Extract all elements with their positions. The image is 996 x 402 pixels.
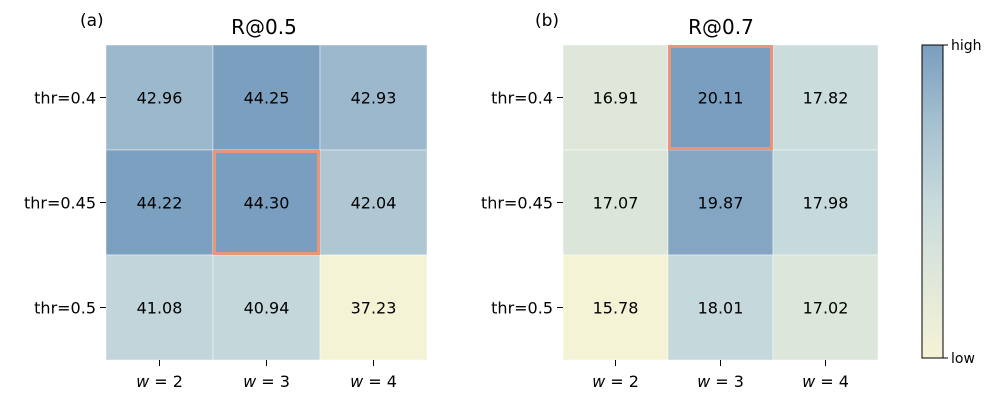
cell-value-label: 17.02 — [803, 299, 849, 318]
heatmap-cell — [772, 254, 879, 361]
x-tick-label: w = 2 — [136, 372, 183, 391]
heatmap-cell — [667, 149, 774, 256]
y-tick-label: thr=0.4 — [34, 89, 96, 108]
cell-value-label: 16.91 — [593, 89, 639, 108]
heatmap-cell — [562, 254, 669, 361]
cell-value-label: 40.94 — [244, 299, 290, 318]
heatmap-cell — [667, 254, 774, 361]
heatmap-ticks-a: thr=0.4 thr=0.45 thr=0.5 w = 2 w = 3 w = 4 — [24, 89, 397, 392]
cell-value-label: 44.30 — [244, 194, 290, 213]
cell-value-label: 20.11 — [698, 89, 744, 108]
y-tick-label: thr=0.4 — [491, 89, 553, 108]
cell-value-label: 17.07 — [593, 194, 639, 213]
cell-value-label: 42.04 — [351, 194, 397, 213]
cell-value-label: 15.78 — [593, 299, 639, 318]
cell-value-label: 18.01 — [698, 299, 744, 318]
panel-title-a: R@0.5 — [231, 15, 297, 39]
heatmap-cell — [105, 44, 214, 151]
panel-label-b: (b) — [535, 11, 559, 31]
y-tick-label: thr=0.45 — [24, 194, 96, 213]
x-tick-label: w = 4 — [350, 372, 397, 391]
y-tick-label: thr=0.5 — [34, 299, 96, 318]
heatmap-cell — [772, 44, 879, 151]
cell-value-label: 37.23 — [351, 299, 397, 318]
heatmap-cell — [105, 149, 214, 256]
cell-value-label: 17.98 — [803, 194, 849, 213]
colorbar-high-label: high — [951, 38, 982, 54]
heatmap-panel-a: (a) R@0.5 42.96 44.25 42.93 44.22 44.30 42.04… — [24, 11, 428, 392]
heatmap-cell — [212, 149, 321, 256]
cell-value-label: 42.93 — [351, 89, 397, 108]
heatmap-cell — [212, 44, 321, 151]
heatmap-ticks-b: thr=0.4 thr=0.45 thr=0.5 w = 2 w = 3 w = 4 — [481, 89, 849, 392]
heatmap-cell — [772, 149, 879, 256]
x-tick-label: w = 2 — [592, 372, 639, 391]
heatmap-cell — [319, 44, 428, 151]
colorbar-gradient — [921, 44, 944, 359]
panel-title-b: R@0.7 — [688, 15, 754, 39]
y-tick-label: thr=0.5 — [491, 299, 553, 318]
heatmap-cell — [562, 149, 669, 256]
cell-value-label: 44.25 — [244, 89, 290, 108]
cell-value-label: 19.87 — [698, 194, 744, 213]
cell-value-label: 44.22 — [137, 194, 183, 213]
panel-label-a: (a) — [80, 11, 104, 31]
cell-value-label: 42.96 — [137, 89, 183, 108]
heatmap-cell — [562, 44, 669, 151]
heatmap-cell — [212, 254, 321, 361]
x-tick-label: w = 3 — [697, 372, 744, 391]
best-cell-highlight — [213, 150, 320, 255]
x-tick-label: w = 3 — [243, 372, 290, 391]
heatmap-cell — [319, 149, 428, 256]
heatmap-panel-b: (b) R@0.7 16.91 20.11 17.82 17.07 19.87 17.98… — [481, 11, 879, 392]
colorbar-low-label: low — [951, 351, 975, 367]
cell-value-label: 17.82 — [803, 89, 849, 108]
colorbar: high low — [921, 38, 982, 367]
x-tick-label: w = 4 — [802, 372, 849, 391]
heatmap-cells-b: 16.91 20.11 17.82 17.07 19.87 17.98 15.78 18.01… — [562, 44, 879, 361]
y-tick-label: thr=0.45 — [481, 194, 553, 213]
cell-value-label: 41.08 — [137, 299, 183, 318]
heatmap-cell — [667, 44, 774, 151]
best-cell-highlight — [668, 45, 773, 150]
heatmap-cells-a: 42.96 44.25 42.93 44.22 44.30 42.04 41.08 40.94… — [105, 44, 428, 361]
